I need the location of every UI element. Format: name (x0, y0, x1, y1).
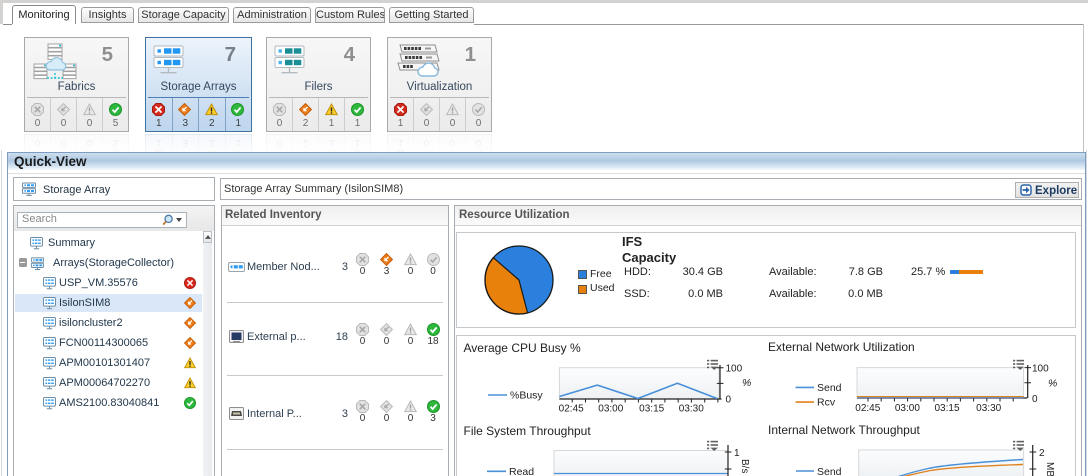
svg-text:100: 100 (726, 364, 743, 375)
svg-text:03:15: 03:15 (934, 403, 959, 414)
svg-text:2: 2 (1039, 448, 1045, 459)
svg-text:03:00: 03:00 (895, 403, 920, 414)
svg-text:100: 100 (1032, 364, 1049, 375)
svg-text:02:45: 02:45 (855, 403, 880, 414)
svg-text:Send: Send (817, 382, 842, 394)
svg-text:Read: Read (509, 466, 534, 476)
svg-text:03:30: 03:30 (976, 403, 1001, 414)
svg-text:0: 0 (726, 395, 732, 406)
svg-text:02:45: 02:45 (559, 404, 584, 415)
svg-text:%: % (1048, 378, 1057, 390)
svg-text:1: 1 (734, 448, 740, 459)
svg-text:MB/s: MB/s (1044, 462, 1055, 476)
svg-text:03:30: 03:30 (679, 404, 704, 415)
svg-text:%: % (742, 377, 751, 389)
svg-text:03:00: 03:00 (598, 404, 623, 415)
svg-text:Rcv: Rcv (817, 397, 836, 409)
svg-text:03:15: 03:15 (639, 404, 664, 415)
svg-text:0: 0 (1032, 394, 1038, 405)
svg-text:Send: Send (817, 466, 842, 476)
svg-text:%Busy: %Busy (510, 390, 543, 402)
svg-text:B/s: B/s (739, 459, 750, 473)
